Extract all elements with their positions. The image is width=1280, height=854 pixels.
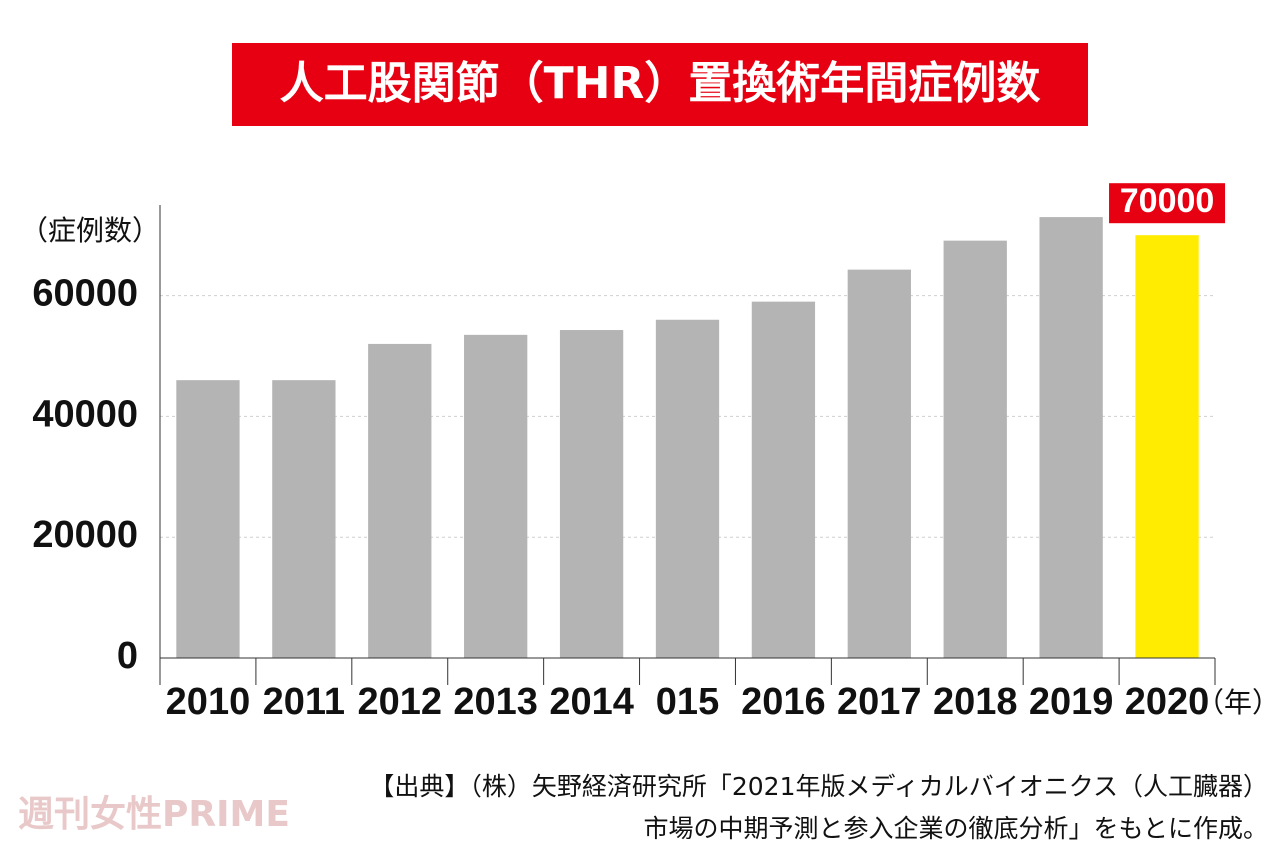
x-tick-label: 2012 (357, 681, 442, 723)
x-tick-label: 2016 (741, 681, 826, 723)
bar (559, 330, 624, 658)
x-tick-label: 2011 (263, 681, 345, 723)
y-tick-label: 40000 (32, 393, 138, 435)
y-tick-label: 60000 (32, 273, 138, 315)
bar (272, 380, 336, 658)
source: 【出典】（株）矢野経済研究所「2021年版メディカルバイオニクス（人工臓器） (369, 772, 1268, 801)
x-tick-label: 2013 (453, 681, 538, 723)
x-tick-label: 2020 (1125, 681, 1210, 723)
bar (368, 343, 432, 658)
bar (1039, 217, 1103, 658)
y-axis-label: （症例数） (20, 214, 160, 247)
source: 市場の中期予測と参入企業の徹底分析」をもとに作成。 (643, 814, 1268, 843)
x-tick-label: 2014 (549, 681, 634, 723)
bar (1135, 235, 1199, 658)
x-tick-label: 2017 (837, 681, 922, 723)
bar (943, 240, 1007, 659)
x-axis-label: （年） (1196, 686, 1280, 719)
bar (847, 269, 911, 658)
x-tick-label: 2010 (166, 681, 251, 723)
y-tick-label: 0 (117, 635, 138, 677)
x-tick-label: 015 (656, 681, 719, 723)
chart-title: 人工股関節（THR）置換術年間症例数 (280, 58, 1041, 109)
bar (751, 301, 816, 658)
value-label-box (1109, 183, 1226, 224)
watermark: 週刊女性PRIME (18, 794, 290, 835)
y-tick-label: 20000 (32, 514, 138, 556)
value-label: 70000 (1120, 182, 1215, 220)
x-tick-label: 2018 (933, 681, 1018, 723)
bar (464, 334, 528, 658)
bar (655, 319, 720, 658)
bar (176, 380, 240, 658)
title-box (232, 43, 1088, 126)
x-tick-label: 2019 (1029, 681, 1114, 723)
